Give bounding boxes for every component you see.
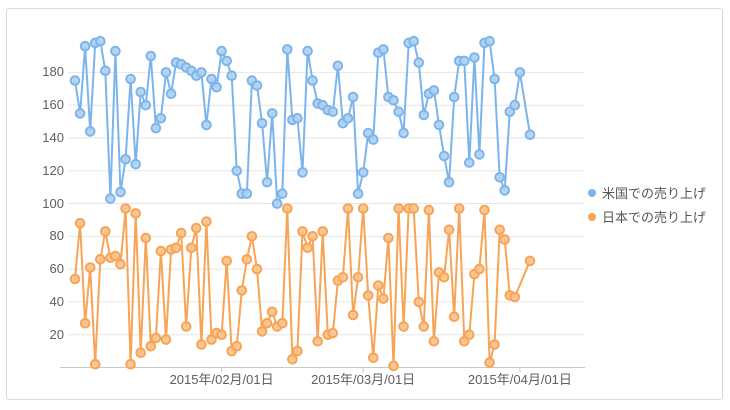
y-axis-tick-label: 40 [49, 293, 64, 309]
y-axis-tick-label: 60 [49, 261, 64, 277]
us-series-marker-icon [588, 188, 596, 197]
y-axis-tick-label: 20 [49, 326, 64, 342]
x-axis-tick-label: 2015年/02月/01日 [169, 372, 274, 387]
japan-series-marker-icon [588, 212, 596, 221]
legend-item-label: 日本での売り上げ [602, 210, 707, 225]
legend: 米国での売り上げ 日本での売り上げ [588, 184, 706, 232]
y-axis-tick-label: 100 [42, 195, 64, 211]
x-axis-tick-label: 2015年/04月/01日 [467, 372, 572, 387]
y-axis-tick-label: 140 [42, 129, 64, 145]
x-axis-tick-label: 2015年/03月/01日 [311, 372, 416, 387]
y-axis-tick-label: 160 [42, 97, 64, 113]
legend-item-label: 米国での売り上げ [602, 186, 707, 201]
legend-item-us-sales[interactable]: 米国での売り上げ [588, 184, 706, 201]
y-axis-tick-label: 180 [42, 64, 64, 80]
y-axis-tick-label: 80 [49, 228, 64, 244]
y-axis-tick-label: 120 [42, 162, 64, 178]
legend-item-japan-sales[interactable]: 日本での売り上げ [588, 208, 706, 225]
